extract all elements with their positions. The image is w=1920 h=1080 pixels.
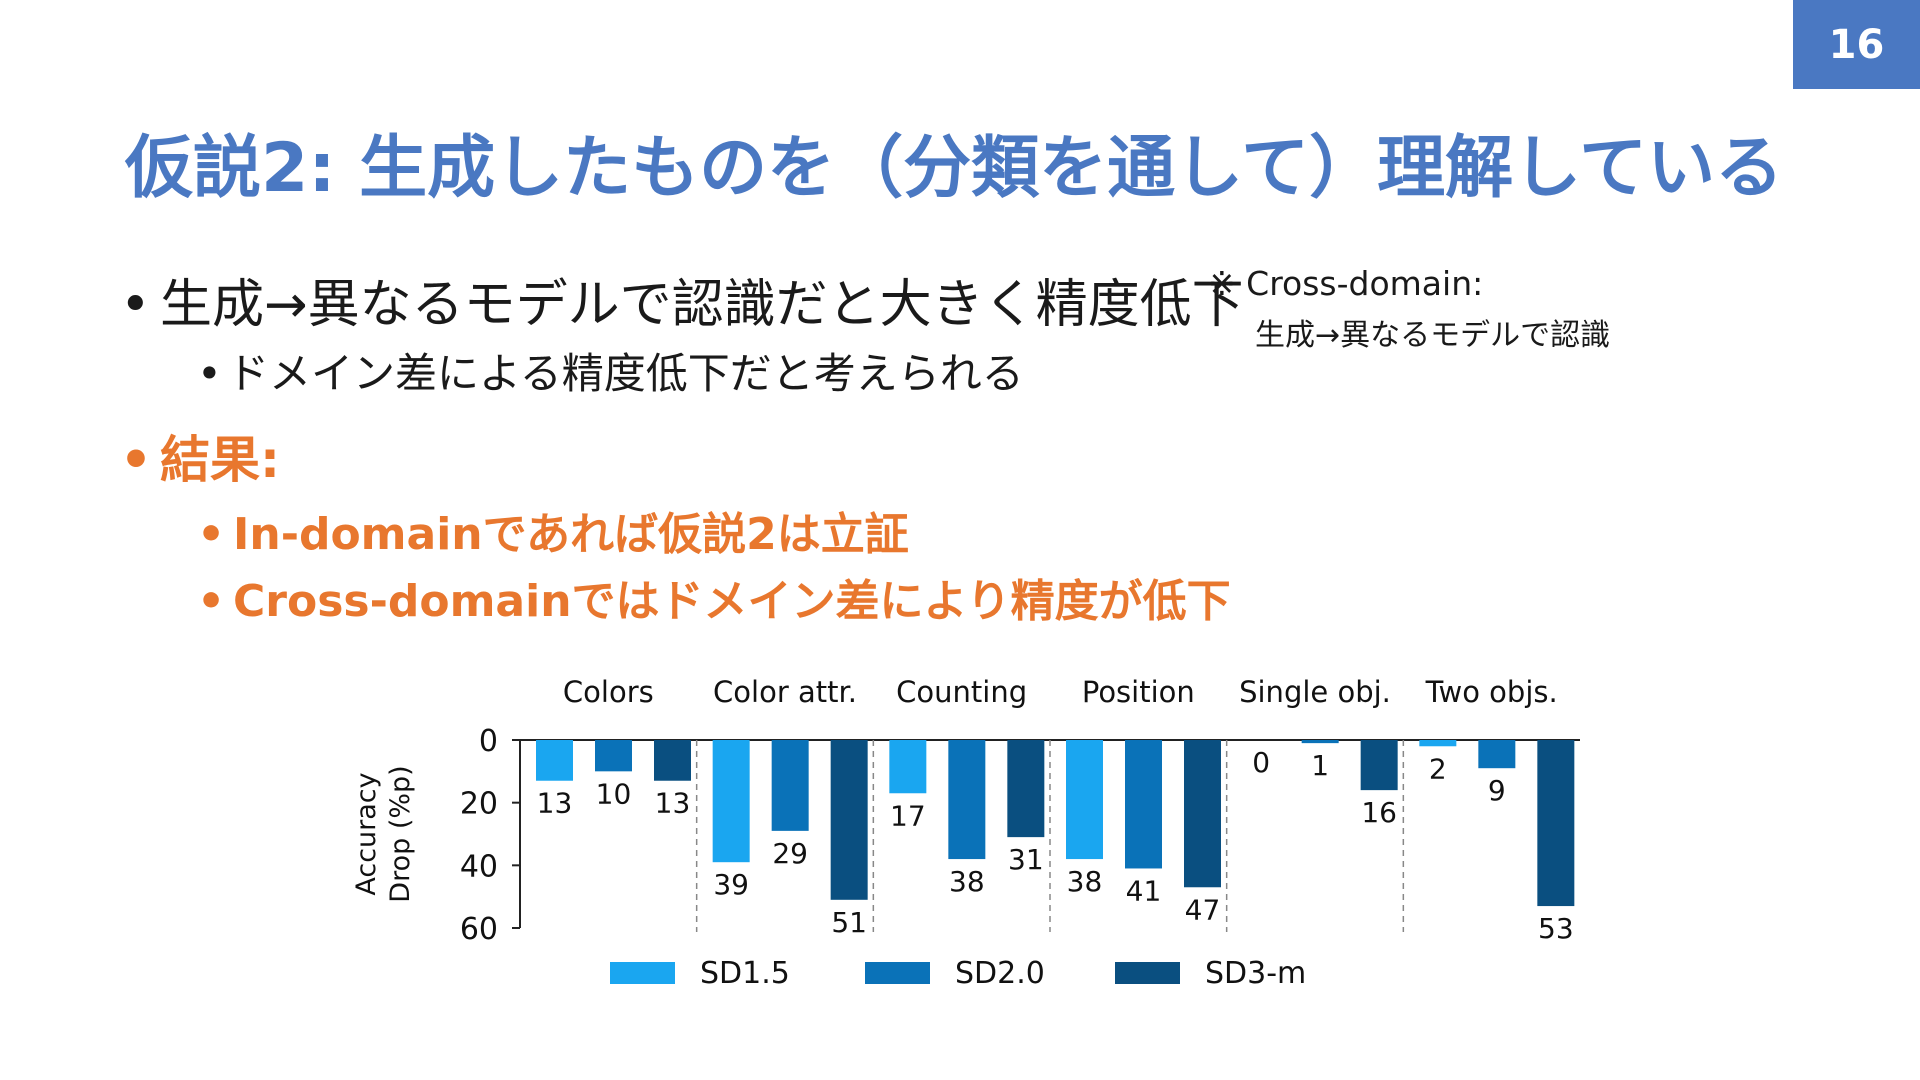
bar-value-label: 39 xyxy=(713,868,749,901)
legend-label: SD2.0 xyxy=(955,956,1045,991)
y-tick-label: 20 xyxy=(460,787,498,822)
note-term: Cross-domain: xyxy=(1246,264,1484,303)
bar-value-label: 2 xyxy=(1429,752,1447,785)
bar-value-label: 51 xyxy=(831,906,867,939)
bar-SD3-m xyxy=(1184,740,1221,888)
bar-SD3-m xyxy=(1007,740,1045,838)
category-label: Two objs. xyxy=(1425,675,1558,709)
bar-value-label: 31 xyxy=(1008,843,1044,876)
bullet-main-text: 生成→異なるモデルで認識だと大きく精度低下 xyxy=(160,275,1244,335)
bar-SD1.5 xyxy=(1419,740,1457,747)
bar-value-label: 9 xyxy=(1488,774,1506,807)
bullet-result-in-domain: • In-domainであれば仮説2は立証 xyxy=(197,509,909,560)
category-label: Position xyxy=(1082,675,1195,709)
y-axis-label: Accuracy Drop (%p) xyxy=(351,765,416,902)
bar-SD2.0 xyxy=(595,740,632,772)
bullet-sub: • ドメイン差による精度低下だと考えられる xyxy=(197,349,1024,398)
result-cross-domain-text: Cross-domainではドメイン差により精度が低下 xyxy=(233,576,1231,627)
y-tick-label: 40 xyxy=(460,849,498,884)
bar-SD1.5 xyxy=(1066,740,1103,860)
bar-SD2.0 xyxy=(948,740,986,860)
legend-swatch-SD1.5 xyxy=(610,962,675,984)
note: ※ Cross-domain: xyxy=(1208,264,1483,303)
bar-SD3-m xyxy=(1360,740,1398,791)
bar-value-label: 38 xyxy=(1067,865,1103,898)
bar-SD2.0 xyxy=(771,740,809,831)
bar-SD3-m xyxy=(654,740,691,781)
result-heading-text: 結果: xyxy=(160,431,280,489)
legend-label: SD1.5 xyxy=(700,956,790,991)
slide-number: 16 xyxy=(1793,0,1920,89)
bar-value-label: 13 xyxy=(655,787,691,820)
bar-value-label: 53 xyxy=(1538,912,1574,945)
bar-value-label: 41 xyxy=(1126,874,1162,907)
bullet-result-cross-domain: • Cross-domainではドメイン差により精度が低下 xyxy=(197,576,1231,627)
bar-value-label: 17 xyxy=(890,799,926,832)
bar-SD3-m xyxy=(830,740,868,900)
legend-swatch-SD3-m xyxy=(1115,962,1180,984)
slide-title: 仮説2: 生成したものを（分類を通して）理解している xyxy=(125,129,1784,208)
bullet-main: • 生成→異なるモデルで認識だと大きく精度低下 xyxy=(120,275,1244,335)
category-label: Counting xyxy=(896,675,1027,709)
bar-value-label: 13 xyxy=(537,787,573,820)
bar-value-label: 0 xyxy=(1252,746,1270,779)
y-tick-label: 0 xyxy=(479,724,498,759)
bullet-sub-text: ドメイン差による精度低下だと考えられる xyxy=(227,349,1024,398)
bar-value-label: 29 xyxy=(772,837,808,870)
bar-SD1.5 xyxy=(712,740,750,863)
bar-SD1.5 xyxy=(536,740,573,781)
bar-SD2.0 xyxy=(1301,740,1339,744)
bar-SD2.0 xyxy=(1125,740,1162,869)
bar-value-label: 1 xyxy=(1311,749,1329,782)
bar-value-label: 16 xyxy=(1361,796,1397,829)
note-mark: ※ xyxy=(1208,264,1236,303)
bullet-result-heading: • 結果: xyxy=(120,431,280,489)
legend-swatch-SD2.0 xyxy=(865,962,930,984)
bar-SD1.5 xyxy=(889,740,927,794)
bar-SD3-m xyxy=(1537,740,1575,907)
legend-label: SD3-m xyxy=(1205,956,1306,991)
category-label: Colors xyxy=(563,675,654,709)
note-definition: 生成→異なるモデルで認識 xyxy=(1255,318,1611,353)
result-in-domain-text: In-domainであれば仮説2は立証 xyxy=(233,509,909,560)
bar-value-label: 38 xyxy=(949,865,985,898)
bar-value-label: 10 xyxy=(596,777,632,810)
y-tick-label: 60 xyxy=(460,912,498,947)
category-label: Color attr. xyxy=(713,675,857,709)
bar-value-label: 47 xyxy=(1185,893,1221,926)
category-label: Single obj. xyxy=(1239,675,1391,709)
bar-SD2.0 xyxy=(1478,740,1516,769)
